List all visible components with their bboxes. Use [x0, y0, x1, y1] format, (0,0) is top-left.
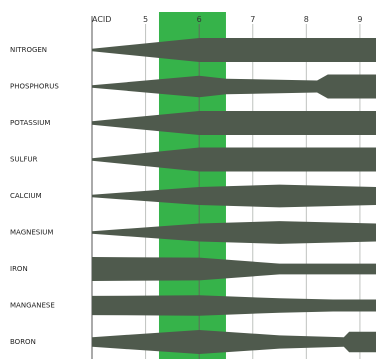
x-tick-label-1: ACID [92, 15, 111, 24]
nutrient-label-potassium: POTASSIUM [10, 119, 50, 127]
x-tick-label-2: 5 [143, 15, 148, 24]
nutrient-label-manganese: MANGANESE [10, 302, 55, 310]
nutrient-band-iron [92, 257, 376, 281]
nutrient-band-boron [92, 330, 376, 354]
nutrient-band-manganese [92, 295, 376, 316]
nutrient-band-magnesium [92, 221, 376, 244]
nutrient-band-calcium [92, 184, 376, 208]
x-tick-label-5: 8 [304, 15, 309, 24]
nutrient-label-calcium: CALCIUM [10, 192, 42, 200]
x-tick-label-6: 9 [357, 15, 362, 24]
nutrient-band-potassium [92, 111, 376, 135]
nutrient-band-phosphorus [92, 74, 376, 99]
nutrient-label-sulfur: SULFUR [10, 156, 38, 164]
nutrient-label-iron: IRON [10, 265, 28, 273]
x-tick-label-3: 6 [197, 15, 202, 24]
nutrient-label-nitrogen: NITROGEN [10, 46, 47, 54]
nutrient-label-phosphorus: PHOSPHORUS [10, 83, 59, 91]
nutrient-band-sulfur [92, 147, 376, 172]
nutrient-label-boron: BORON [10, 338, 36, 346]
nutrient-label-magnesium: MAGNESIUM [10, 229, 53, 237]
nutrient-band-nitrogen [92, 38, 376, 62]
x-tick-label-4: 7 [250, 15, 255, 24]
